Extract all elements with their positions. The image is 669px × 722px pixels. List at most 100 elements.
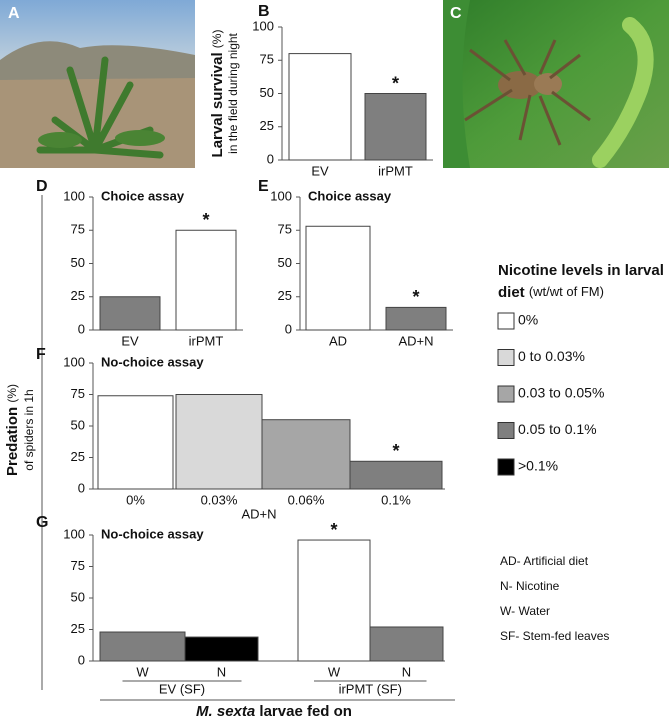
legend-swatch <box>497 458 515 476</box>
legend-label: 0.03 to 0.05% <box>518 385 604 401</box>
chart-title: Choice assay <box>308 188 392 203</box>
legend-label: 0.05 to 0.1% <box>518 421 597 437</box>
y-tick-label: 25 <box>71 621 85 636</box>
x-tick-label: irPMT <box>378 163 413 178</box>
panel-letter: D <box>36 178 48 195</box>
y-tick-label: 0 <box>285 321 292 336</box>
x-tick-label: 0% <box>126 492 145 507</box>
abbreviation: W- Water <box>500 604 550 618</box>
chart-title: No-choice assay <box>101 354 204 369</box>
y-tick-label: 25 <box>260 118 274 133</box>
y-tick-label: 25 <box>71 449 85 464</box>
x-tick-label: N <box>217 664 226 679</box>
y-tick-label: 50 <box>278 255 292 270</box>
panel-letter: F <box>36 346 46 363</box>
y-tick-label: 0 <box>78 480 85 495</box>
shared-y-label: Predation (%) <box>4 384 21 476</box>
y-tick-label: 0 <box>78 652 85 667</box>
y-tick-label: 100 <box>270 188 292 203</box>
significance-mark: * <box>330 520 337 540</box>
legend-label: >0.1% <box>518 458 558 474</box>
bar <box>99 296 161 331</box>
significance-mark: * <box>202 210 209 230</box>
y-tick-label: 75 <box>71 386 85 401</box>
y-axis-label: Larval survival (%) <box>209 30 226 158</box>
y-tick-label: 100 <box>252 18 274 33</box>
label-part: Predation <box>4 407 21 476</box>
group-label: EV (SF) <box>159 681 205 696</box>
panel-letter: B <box>258 3 270 20</box>
panel-letter: A <box>8 5 20 22</box>
label-part: M. sexta <box>196 703 255 720</box>
bar <box>349 460 443 490</box>
y-tick-label: 75 <box>71 222 85 237</box>
x-axis-label: AD+N <box>241 506 276 521</box>
y-tick-label: 25 <box>278 288 292 303</box>
y-tick-label: 100 <box>63 188 85 203</box>
chart-title: No-choice assay <box>101 526 204 541</box>
y-tick-label: 100 <box>63 526 85 541</box>
bar <box>184 636 259 662</box>
x-tick-label: irPMT <box>189 333 224 348</box>
legend-swatch <box>497 385 515 403</box>
x-tick-label: N <box>402 664 411 679</box>
bar <box>97 395 174 490</box>
legend-label: 0% <box>518 312 538 328</box>
label-part: (%) <box>5 384 19 403</box>
bar <box>297 539 371 662</box>
bar <box>385 306 447 331</box>
x-tick-label: 0.03% <box>201 492 238 507</box>
significance-mark: * <box>392 73 399 93</box>
y-tick-label: 25 <box>71 288 85 303</box>
y-tick-label: 50 <box>260 85 274 100</box>
y-axis-sublabel: in the field during night <box>226 32 240 153</box>
shared-y-sublabel: of spiders in 1h <box>22 389 36 470</box>
photo-a: A <box>0 0 195 168</box>
bar <box>369 626 444 662</box>
label-part: Larval survival <box>209 52 226 157</box>
bar <box>364 93 427 161</box>
abbreviation: SF- Stem-fed leaves <box>500 629 609 643</box>
legend-swatch <box>497 312 515 330</box>
legend-label: 0 to 0.03% <box>518 348 585 364</box>
panel-letter: C <box>450 5 462 22</box>
x-axis-label: M. sexta larvae fed on <box>196 703 352 720</box>
significance-mark: * <box>412 287 419 307</box>
y-tick-label: 75 <box>260 52 274 67</box>
photo-c: C <box>443 0 669 168</box>
y-tick-label: 0 <box>78 321 85 336</box>
label-part: larvae fed on <box>259 703 352 720</box>
y-tick-label: 75 <box>71 558 85 573</box>
y-tick-label: 100 <box>63 354 85 369</box>
x-tick-label: AD+N <box>398 333 433 348</box>
bar <box>175 394 263 490</box>
x-tick-label: 0.1% <box>381 492 411 507</box>
group-label: irPMT (SF) <box>339 681 402 696</box>
bar <box>175 229 237 331</box>
x-tick-label: AD <box>329 333 347 348</box>
bar <box>99 631 186 662</box>
bar <box>288 53 352 161</box>
panel-letter: E <box>258 178 269 195</box>
legend-title: Nicotine levels in larval <box>498 262 664 279</box>
y-tick-label: 0 <box>267 151 274 166</box>
y-tick-label: 50 <box>71 589 85 604</box>
y-tick-label: 75 <box>278 222 292 237</box>
x-tick-label: W <box>328 664 341 679</box>
y-tick-label: 50 <box>71 255 85 270</box>
y-tick-label: 50 <box>71 417 85 432</box>
x-tick-label: W <box>136 664 149 679</box>
legend-swatch <box>497 349 515 366</box>
bar <box>305 225 371 331</box>
legend-title: diet (wt/wt of FM) <box>498 284 604 301</box>
x-tick-label: EV <box>121 333 139 348</box>
legend-swatch <box>497 422 515 439</box>
chart-title: Choice assay <box>101 188 185 203</box>
x-tick-label: 0.06% <box>288 492 325 507</box>
x-tick-label: EV <box>311 163 329 178</box>
label-part: (wt/wt of FM) <box>529 284 604 299</box>
label-part: Nicotine levels in larval <box>498 262 664 279</box>
abbreviation: N- Nicotine <box>500 579 560 593</box>
bar <box>261 419 351 490</box>
panel-letter: G <box>36 514 48 531</box>
